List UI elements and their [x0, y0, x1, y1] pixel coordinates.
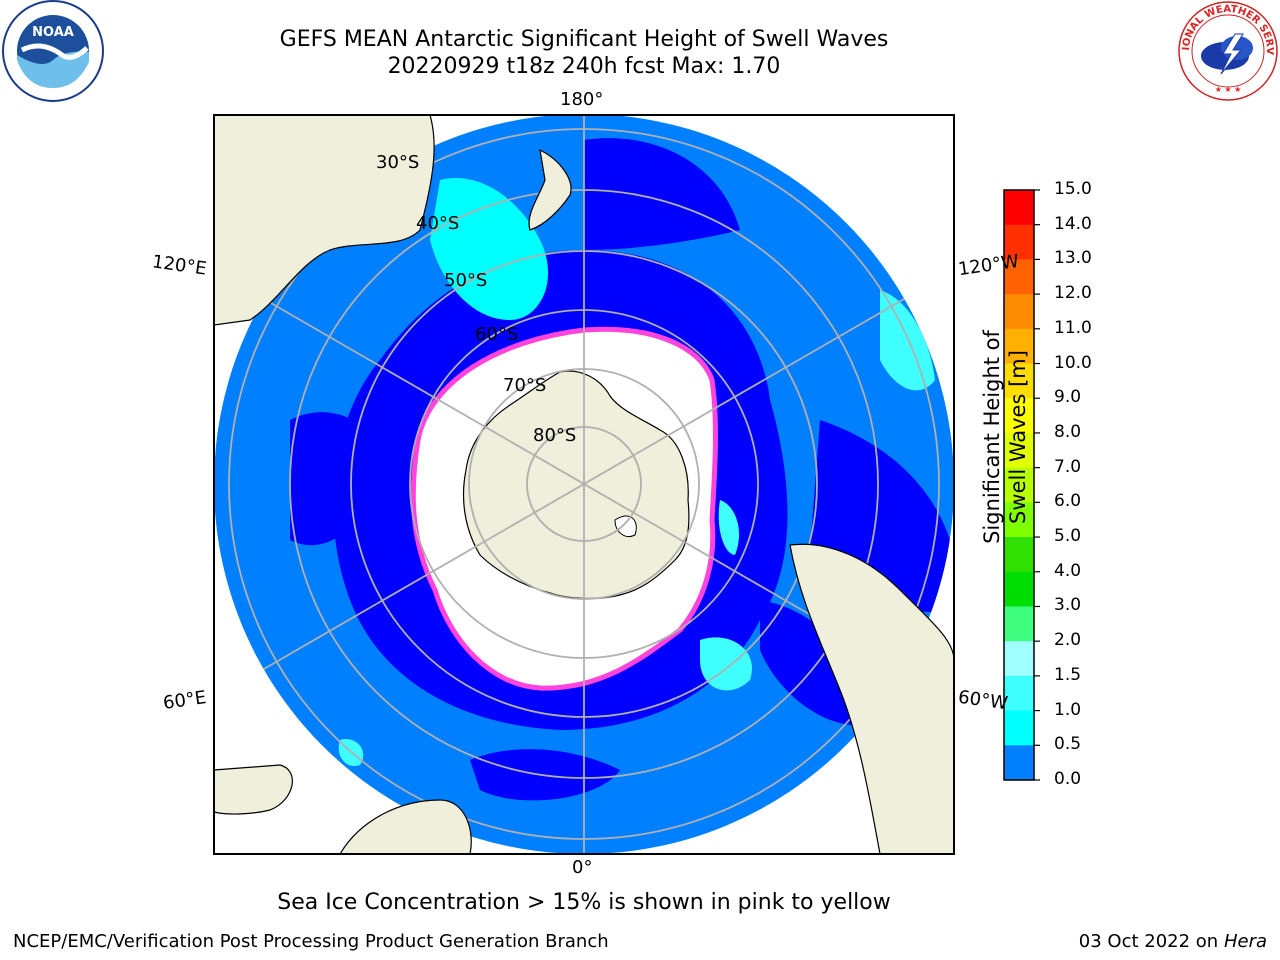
lat-label-50s: 50°S	[444, 270, 488, 291]
noaa-logo: NOAA	[2, 0, 104, 102]
colorbar-tick-label: 6.0	[1054, 491, 1082, 512]
colorbar-tick-label: 2.0	[1054, 630, 1082, 651]
colorbar-tick-label: 8.0	[1054, 421, 1082, 442]
map-frame	[213, 114, 955, 855]
colorbar	[1003, 189, 1040, 781]
colorbar-swatch	[1004, 294, 1034, 330]
colorbar-tick-label: 13.0	[1054, 248, 1092, 269]
colorbar-swatch	[1004, 224, 1034, 260]
colorbar-frame	[1003, 189, 1035, 781]
colorbar-swatch	[1004, 675, 1034, 712]
colorbar-swatch	[1004, 328, 1034, 365]
footer-host: Hera	[1223, 931, 1267, 952]
colorbar-swatch	[1004, 606, 1034, 642]
africa-landmass	[339, 799, 472, 854]
colorbar-tick-label: 0.5	[1054, 734, 1082, 755]
colorbar-swatch	[1004, 432, 1034, 469]
colorbar-swatch	[1004, 571, 1034, 607]
footer-left: NCEP/EMC/Verification Post Processing Pr…	[13, 931, 609, 952]
colorbar-tick-label: 12.0	[1054, 283, 1092, 304]
colorbar-tick-label: 1.5	[1054, 664, 1082, 685]
colorbar-tick-label: 3.0	[1054, 595, 1082, 616]
chart-title: GEFS MEAN Antarctic Significant Height o…	[279, 27, 889, 52]
colorbar-tick-label: 0.0	[1054, 769, 1082, 789]
colorbar-swatch	[1004, 641, 1034, 677]
nws-logo: NATIONAL WEATHER SERVICE ★ ★ ★	[1177, 0, 1278, 101]
lon-label-0: 0°	[572, 857, 593, 878]
colorbar-tick-label: 7.0	[1054, 456, 1082, 477]
swell-patch	[430, 178, 549, 320]
colorbar-swatch	[1004, 745, 1034, 781]
lat-label-70s: 70°S	[503, 375, 547, 396]
colorbar-tick-label: 15.0	[1054, 179, 1092, 199]
colorbar-label: Significant Height of Swell Waves [m]	[980, 330, 1030, 544]
colorbar-tick-label: 9.0	[1054, 387, 1082, 408]
sea-ice-caption: Sea Ice Concentration > 15% is shown in …	[277, 890, 891, 915]
colorbar-swatch	[1004, 363, 1034, 399]
colorbar-tick-label: 14.0	[1054, 213, 1092, 234]
colorbar-swatch	[1004, 467, 1034, 503]
colorbar-tick-label: 1.0	[1054, 699, 1082, 720]
colorbar-tick-label: 11.0	[1054, 317, 1092, 338]
svg-text:★ ★ ★: ★ ★ ★	[1215, 85, 1242, 94]
colorbar-swatch	[1004, 537, 1034, 573]
footer-date: 03 Oct 2022 on	[1078, 931, 1224, 952]
lat-label-80s: 80°S	[533, 425, 577, 446]
colorbar-swatch	[1004, 502, 1034, 538]
footer-right: 03 Oct 2022 on Hera	[1079, 931, 1267, 952]
south-america-landmass	[789, 543, 954, 854]
chart-subtitle: 20220929 t18z 240h fcst Max: 1.70	[387, 54, 781, 79]
colorbar-swatch	[1004, 710, 1034, 746]
colorbar-tick-label: 10.0	[1054, 352, 1092, 373]
colorbar-tick-label: 5.0	[1054, 526, 1082, 547]
colorbar-tick-label: 4.0	[1054, 560, 1082, 581]
madagascar-landmass	[214, 764, 293, 815]
antarctica-landmass	[462, 370, 690, 600]
australia-landmass	[214, 115, 435, 326]
colorbar-swatch	[1004, 398, 1034, 434]
lon-label-180: 180°	[560, 89, 604, 110]
lat-label-60s: 60°S	[475, 324, 519, 345]
colorbar-swatch	[1004, 190, 1034, 226]
colorbar-swatch	[1004, 259, 1034, 295]
lat-label-40s: 40°S	[416, 213, 460, 234]
new-zealand-landmass	[528, 148, 572, 231]
noaa-logo-text: NOAA	[32, 25, 74, 40]
lat-label-30s: 30°S	[376, 152, 420, 173]
